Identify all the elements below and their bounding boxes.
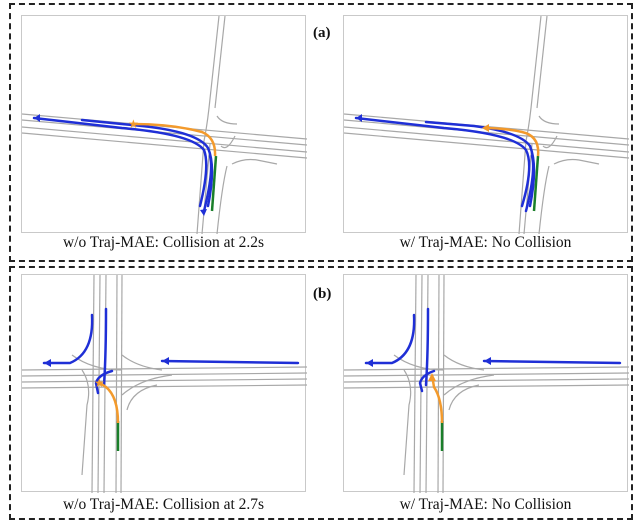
panel-b-without-trajmae: ★ [21,274,307,493]
predicted-trajectories [354,116,536,213]
predicted-trajectories [32,116,214,213]
ego-future-track [99,381,120,424]
panel-b-right-caption: w/ Traj-MAE: No Collision [399,496,572,513]
arrow-head-icon [482,124,489,132]
scenario-b-label: (b) [313,286,332,302]
ego-history-track [210,155,218,212]
predicted-trajectories [364,307,622,393]
scene-a-right-map [344,16,629,234]
panel-b-with-trajmae [343,274,629,493]
panel-a-right-caption: w/ Traj-MAE: No Collision [399,234,572,251]
scenario-a-frame: (a) ★ w/o Traj-MAE: [9,3,633,262]
scene-b-left-map: ★ [22,275,307,493]
panel-a-with-trajmae [343,15,629,234]
scenario-a-label: (a) [313,25,331,41]
road-network [344,16,629,234]
arrow-head-icon [34,114,40,122]
road-network [22,275,307,493]
road-network [344,275,629,493]
scenario-b-frame: (b) ★ w/o Traj-MAE: [9,266,633,520]
arrow-head-icon [366,359,373,367]
collision-star-icon: ★ [94,376,105,390]
arrow-head-icon [44,359,51,367]
scene-b-right-map [344,275,629,493]
panel-a-without-trajmae: ★ [21,15,307,234]
ego-history-track [532,155,540,212]
ego-future-track [133,122,217,157]
arrow-head-icon [356,114,362,122]
arrow-head-icon [200,209,207,216]
scene-a-left-map: ★ [22,16,307,234]
arrow-head-icon [428,373,436,381]
arrow-head-icon [484,357,491,365]
arrow-head-icon [162,357,169,365]
panel-b-left-caption: w/o Traj-MAE: Collision at 2.7s [62,496,265,513]
ego-future-track [430,374,444,424]
predicted-trajectories [42,307,300,395]
road-network [22,16,307,234]
panel-a-left-caption: w/o Traj-MAE: Collision at 2.2s [62,234,265,251]
ego-future-track [483,126,540,157]
collision-star-icon: ★ [128,117,139,131]
